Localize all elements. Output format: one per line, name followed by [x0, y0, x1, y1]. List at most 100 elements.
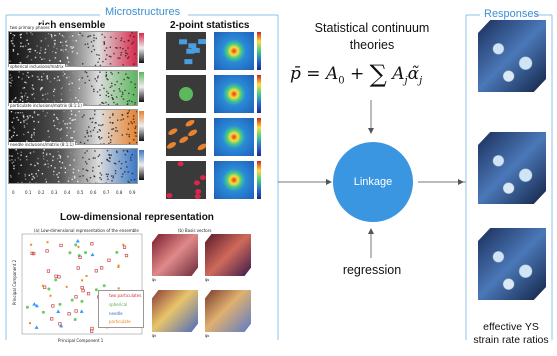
microstructures-header: Microstructures — [105, 6, 181, 18]
pca-xlabel: Principal Component 1 — [58, 338, 104, 343]
ensemble-row — [8, 70, 138, 106]
pca-point — [34, 325, 39, 329]
ensemble-colorbar — [139, 150, 144, 180]
pca-point — [54, 278, 58, 282]
pca-point — [74, 243, 78, 247]
pca-point — [80, 285, 84, 290]
pca-point — [59, 323, 64, 328]
pca-point — [94, 288, 98, 292]
pca-point — [59, 243, 63, 248]
pca-point — [43, 285, 47, 289]
pca-point — [67, 312, 71, 316]
pca-point — [75, 239, 80, 243]
pca-point — [34, 303, 39, 308]
pca-legend: two particulates spherical needle partic… — [98, 290, 144, 328]
ensemble-row-label: needle inclusions/matrix (8:1:1) — [9, 142, 75, 147]
basis-cube — [205, 290, 251, 332]
pca-point — [46, 241, 49, 244]
heatmap-colorbar — [257, 75, 261, 113]
linkage-node: Linkage — [333, 142, 413, 222]
pca-point — [78, 255, 82, 259]
responses-caption: effective YS strain rate ratios — [466, 321, 556, 347]
pca-point — [32, 302, 37, 306]
pca-point — [84, 251, 88, 255]
ensemble-axis-tick: 0 — [12, 190, 15, 195]
pca-point — [47, 287, 51, 291]
pca-point — [51, 304, 55, 308]
legend-particulate: particulate — [109, 319, 131, 324]
pca-point — [122, 245, 127, 249]
pca-point — [94, 269, 98, 273]
legend-two-particulates: two particulates — [109, 293, 142, 298]
pca-point — [79, 309, 84, 313]
pca-point — [70, 298, 74, 302]
pca-point — [65, 285, 68, 288]
pca-ylabel: Principal Component 2 — [12, 259, 18, 306]
pca-point — [68, 251, 72, 255]
pca-point — [32, 251, 36, 256]
basis-cube — [152, 234, 198, 276]
ensemble-axis-tick: 0.4 — [64, 190, 71, 195]
micro-sample — [166, 161, 206, 199]
ensemble-row-label: spherical inclusions/matrix — [9, 64, 65, 69]
linkage-label: Linkage — [353, 176, 393, 188]
caption-yield-strength: effective YS — [483, 321, 539, 333]
pca-point — [41, 284, 44, 287]
pca-point — [73, 318, 77, 322]
pca-point — [117, 265, 120, 268]
pca-point — [50, 317, 54, 321]
heatmap-colorbar — [257, 32, 261, 70]
pca-point — [77, 245, 80, 248]
ensemble-axis-tick: 0.9 — [129, 190, 136, 195]
basis-label: φ₁ — [152, 277, 157, 282]
ensemble-axis-tick: 0.5 — [77, 190, 84, 195]
heatmap-colorbar — [257, 118, 261, 156]
ensemble-colorbar — [139, 72, 144, 102]
pca-point — [56, 309, 61, 314]
pca-point — [81, 289, 85, 293]
pca-point — [58, 322, 62, 326]
pca-point — [41, 310, 45, 314]
ensemble-row-label: two primary phases — [9, 25, 51, 30]
pca-point — [30, 243, 33, 246]
micro-sample — [166, 75, 206, 113]
ensemble-axis-tick: 0.6 — [90, 190, 97, 195]
caption-strain-rate: strain rate ratios — [473, 334, 549, 346]
pca-point — [115, 250, 119, 254]
low-dim-title: Low-dimensional representation — [60, 212, 214, 223]
pca-point — [117, 287, 120, 290]
micro-sample — [166, 32, 207, 70]
pca-point — [117, 264, 120, 267]
pca-point — [49, 294, 52, 297]
pca-point — [57, 275, 61, 279]
pca-point — [76, 266, 80, 270]
basis-label: φ₃ — [152, 333, 157, 338]
pca-point — [102, 284, 106, 288]
theory-label: Statistical continuum theories — [314, 21, 430, 52]
pca-point — [122, 243, 125, 246]
responses-header: Responses — [484, 8, 540, 20]
pca-point — [90, 242, 94, 246]
legend-needle: needle — [109, 311, 123, 316]
pca-point — [100, 266, 104, 270]
pca-point — [77, 254, 81, 258]
regression-label: regression — [342, 263, 402, 277]
ensemble-row-label: particulate inclusions/matrix (8:1:1) — [9, 103, 83, 108]
pca-point — [86, 292, 91, 296]
equation: p̄ = A0 + ∑ Ajα̃j — [290, 60, 423, 88]
low-dim-subtitle-a: (a) Low-dimensional representation of th… — [34, 228, 139, 233]
ensemble-row — [8, 109, 138, 145]
response-cube — [478, 228, 546, 300]
pca-point — [124, 253, 129, 258]
basis-cube — [152, 290, 198, 332]
pca-point — [85, 275, 88, 278]
pca-point — [74, 295, 78, 299]
basis-label: φ₄ — [205, 333, 210, 338]
ensemble-axis-tick: 0.7 — [103, 190, 110, 195]
ensemble-axis-tick: 0.1 — [25, 190, 32, 195]
two-point-heatmap — [214, 118, 254, 156]
two-point-heatmap — [214, 75, 254, 113]
pca-point — [45, 249, 49, 253]
pca-point — [74, 309, 78, 313]
